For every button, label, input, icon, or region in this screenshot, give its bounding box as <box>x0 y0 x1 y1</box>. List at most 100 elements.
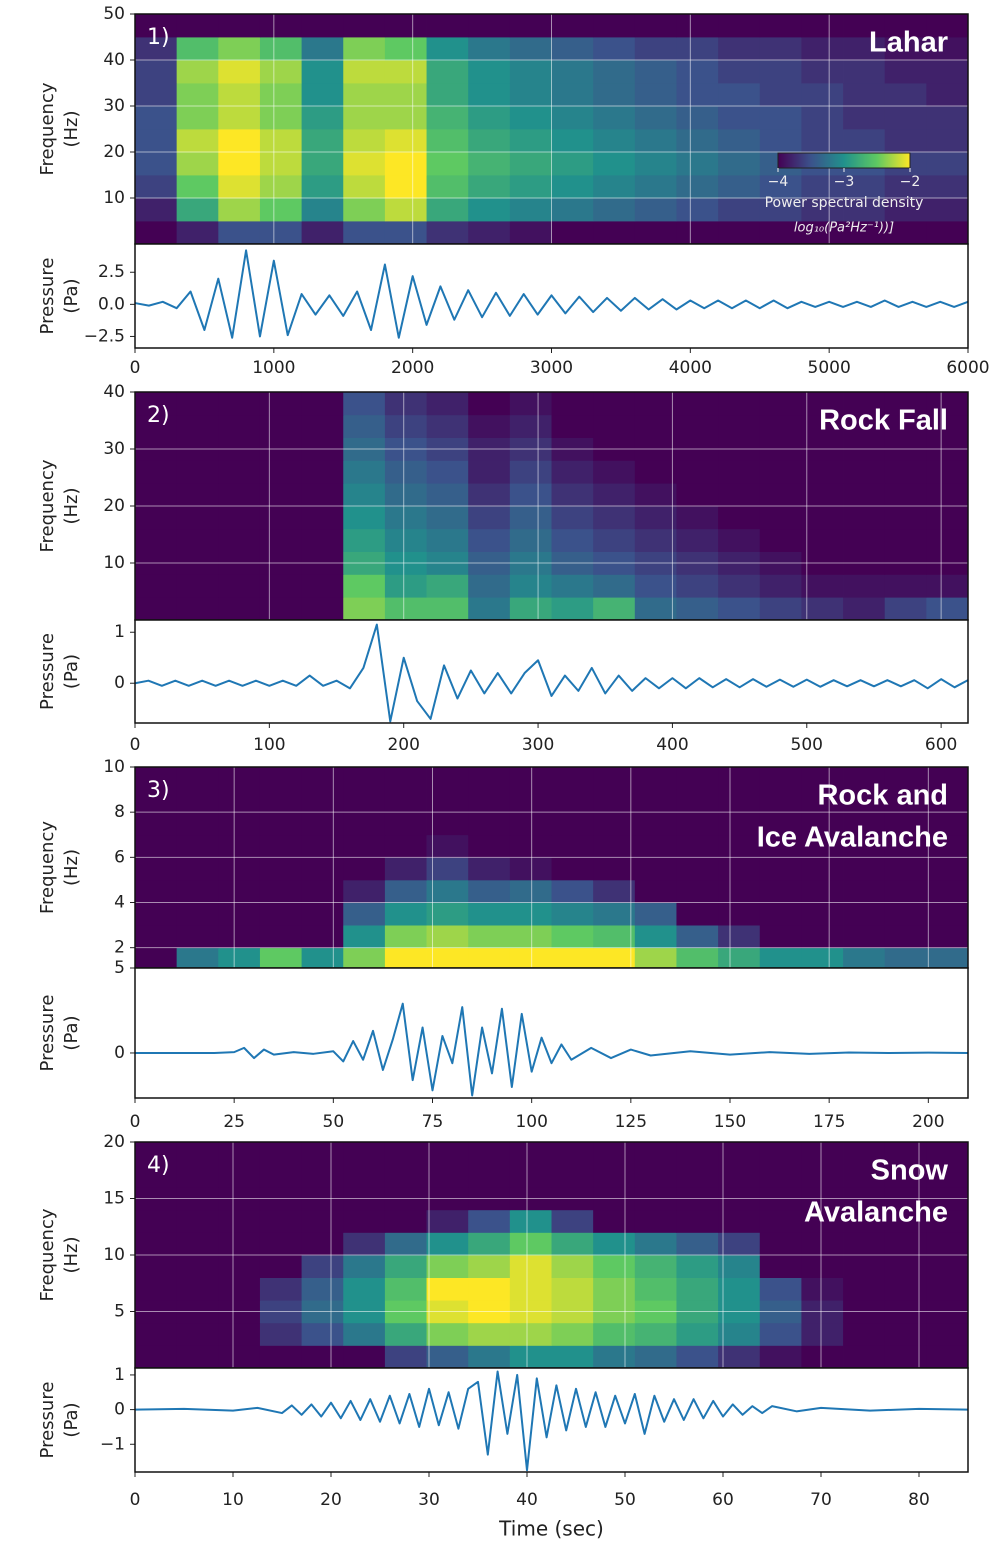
plot-background <box>135 620 968 723</box>
y-tick-label: 20 <box>103 496 125 516</box>
spectrogram-cell <box>759 37 802 61</box>
spectrogram-cell <box>551 460 594 484</box>
spectrogram-cell <box>801 925 844 949</box>
spectrogram-cell <box>176 1164 219 1188</box>
spectrogram-cell <box>384 14 427 38</box>
spectrogram-cell <box>218 175 261 199</box>
spectrogram-cell <box>343 574 386 598</box>
spectrogram-cell <box>426 152 469 176</box>
spectrogram-cell <box>176 767 219 790</box>
spectrogram-cell <box>634 106 677 130</box>
spectrogram-cell <box>301 392 344 416</box>
x-tick-label: 3000 <box>530 358 573 378</box>
spectrogram-cell <box>759 221 802 245</box>
spectrogram-cell <box>676 528 719 552</box>
spectrogram-cell <box>218 392 261 416</box>
x-tick-label: 300 <box>522 735 554 755</box>
spectrogram-cell <box>843 789 886 813</box>
spectrogram-cell <box>384 129 427 153</box>
spectrogram-cell <box>759 879 802 903</box>
spectrogram-cell <box>884 789 927 813</box>
spectrogram-cell <box>468 812 511 836</box>
y-axis-label: Frequency <box>37 459 58 552</box>
spectrogram-cell <box>135 1345 178 1369</box>
spectrogram-cell <box>176 1322 219 1346</box>
spectrogram-cell <box>384 1164 427 1188</box>
spectrogram-cell <box>426 1232 469 1256</box>
spectrogram-cell <box>218 902 261 926</box>
spectrogram-cell <box>135 1255 178 1278</box>
spectrogram-cell <box>884 574 927 598</box>
spectrogram-cell <box>509 528 552 552</box>
spectrogram-cell <box>676 1277 719 1301</box>
spectrogram-cell <box>135 506 178 530</box>
spectrogram-cell <box>468 834 511 858</box>
spectrogram-cell <box>759 902 802 926</box>
spectrogram-cell <box>384 37 427 61</box>
plot-frame <box>134 1367 969 1473</box>
x-tick-label: 0 <box>130 1490 141 1510</box>
panel-title: Rock and <box>817 780 948 812</box>
spectrogram-cell <box>218 414 261 438</box>
spectrogram-cell <box>176 1277 219 1301</box>
spectrogram-cell <box>218 857 261 881</box>
spectrogram-cell <box>468 947 511 969</box>
x-tick-label: 2000 <box>391 358 434 378</box>
spectrogram-cell <box>135 414 178 438</box>
spectrogram-cell <box>384 1345 427 1369</box>
spectrogram-cell <box>218 812 261 836</box>
spectrogram-cell <box>259 221 302 245</box>
spectrogram-cell <box>426 1209 469 1233</box>
spectrogram-cell <box>135 14 178 38</box>
spectrogram-cell <box>718 834 761 858</box>
spectrogram-cell <box>176 506 219 530</box>
spectrogram-cell <box>884 834 927 858</box>
spectrogram-cell <box>509 414 552 438</box>
spectrogram-cell <box>135 198 178 222</box>
spectrogram-cell <box>301 506 344 530</box>
spectrogram-cell <box>926 129 969 153</box>
spectrogram-cell <box>593 221 636 245</box>
colorbar <box>777 152 911 169</box>
y-axis-label: (Hz) <box>61 487 82 524</box>
spectrogram-cell <box>468 37 511 61</box>
spectrogram-cell <box>384 221 427 245</box>
spectrogram-cell <box>218 528 261 552</box>
spectrogram-cell <box>926 1142 969 1165</box>
spectrogram-cell <box>426 879 469 903</box>
spectrogram-cell <box>259 198 302 222</box>
spectrogram-cell <box>301 902 344 926</box>
spectrogram-cell <box>259 460 302 484</box>
spectrogram-cell <box>301 483 344 507</box>
spectrogram-cell <box>926 812 969 836</box>
spectrogram-cell <box>801 37 844 61</box>
spectrogram-cell <box>551 857 594 881</box>
y-tick-label: 1 <box>114 1365 125 1385</box>
spectrogram-cell <box>135 37 178 61</box>
spectrogram-cell <box>384 528 427 552</box>
spectrogram-cell <box>509 392 552 416</box>
spectrogram-cell <box>176 1345 219 1369</box>
spectrogram-cell <box>801 221 844 245</box>
spectrogram-cell <box>676 834 719 858</box>
spectrogram-cell <box>718 902 761 926</box>
spectrogram-cell <box>176 152 219 176</box>
spectrogram-cell <box>843 1345 886 1369</box>
spectrogram-cell <box>884 14 927 38</box>
spectrogram-cell <box>218 597 261 621</box>
spectrogram-cell <box>843 947 886 969</box>
spectrogram-cell <box>343 506 386 530</box>
spectrogram-cell <box>634 1322 677 1346</box>
spectrogram-cell <box>176 597 219 621</box>
spectrogram-cell <box>634 1164 677 1188</box>
spectrogram-cell <box>843 812 886 836</box>
spectrogram-cell <box>551 152 594 176</box>
spectrogram-cell <box>509 1322 552 1346</box>
spectrogram-cell <box>301 1255 344 1278</box>
spectrogram-cell <box>634 834 677 858</box>
spectrogram-cell <box>759 947 802 969</box>
spectrogram-cell <box>301 14 344 38</box>
spectrogram-cell <box>135 528 178 552</box>
spectrogram-cell <box>176 414 219 438</box>
pressure-line <box>135 1002 969 1097</box>
